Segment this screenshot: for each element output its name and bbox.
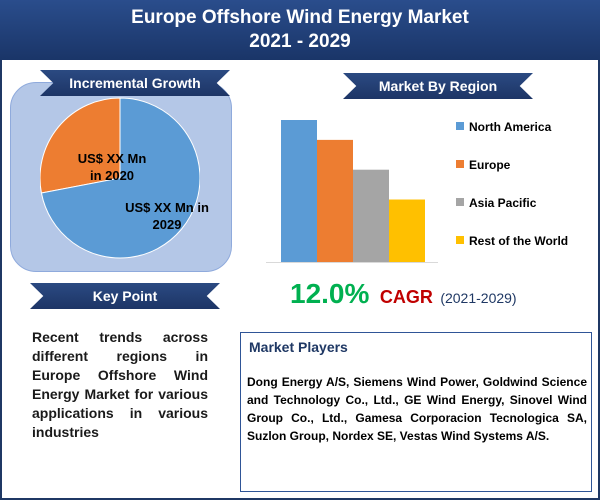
legend-swatch — [456, 198, 464, 206]
pie-slice-2029 — [40, 97, 201, 259]
cagr-block: 12.0% CAGR (2021-2029) — [290, 278, 517, 310]
legend-item-asia-pacific: Asia Pacific — [456, 196, 536, 210]
pie-label-2020-line2: in 2020 — [89, 168, 135, 183]
cagr-value: 12.0% — [290, 278, 370, 309]
legend-label: North America — [469, 120, 552, 134]
pie-label-2029-line2: 2029 — [152, 217, 182, 232]
legend-swatch — [456, 122, 464, 130]
market-players-title: Market Players — [249, 339, 348, 355]
bar-north-america — [281, 120, 317, 262]
market-players-box: Market Players Dong Energy A/S, Siemens … — [240, 332, 592, 492]
pie-slice-2020 — [39, 97, 121, 194]
legend-label: Europe — [469, 158, 511, 172]
page-title: Europe Offshore Wind Energy Market — [131, 7, 469, 28]
cagr-label: CAGR — [379, 287, 433, 307]
incremental-growth-ribbon: Incremental Growth — [40, 70, 230, 96]
market-by-region-bar-chart — [262, 108, 442, 273]
cagr-period: (2021-2029) — [440, 290, 517, 306]
key-point-ribbon: Key Point — [30, 283, 220, 309]
legend-swatch — [456, 236, 464, 244]
bar-rest-of-the-world — [389, 199, 425, 262]
incremental-growth-pie-chart — [39, 92, 201, 267]
legend-item-europe: Europe — [456, 158, 510, 172]
market-by-region-ribbon: Market By Region — [343, 73, 533, 99]
page-header: Europe Offshore Wind Energy Market 2021 … — [0, 0, 600, 60]
key-point-text: Recent trends across different regions i… — [32, 329, 208, 440]
market-by-region-title: Market By Region — [378, 78, 498, 94]
pie-label-2020-line1: US$ XX Mn — [77, 151, 147, 166]
bar-asia-pacific — [353, 169, 389, 262]
legend-item-rest-of-the-world: Rest of the World — [456, 234, 568, 248]
pie-label-2029: US$ XX Mn in 2029 — [112, 199, 222, 233]
legend-label: Rest of the World — [469, 234, 569, 248]
market-players-text: Dong Energy A/S, Siemens Wind Power, Gol… — [247, 375, 587, 443]
legend-swatch — [456, 160, 464, 168]
page-subtitle: 2021 - 2029 — [249, 31, 351, 52]
pie-label-2020: US$ XX Mn in 2020 — [52, 150, 172, 184]
bar-europe — [317, 139, 353, 262]
pie-label-2029-line1: US$ XX Mn in — [125, 200, 209, 215]
pie-svg — [39, 97, 201, 259]
legend-item-north-america: North America — [456, 120, 551, 134]
legend-label: Asia Pacific — [469, 196, 537, 210]
incremental-growth-title: Incremental Growth — [69, 75, 201, 91]
bar-svg — [266, 120, 438, 263]
key-point-title: Key Point — [92, 288, 158, 304]
